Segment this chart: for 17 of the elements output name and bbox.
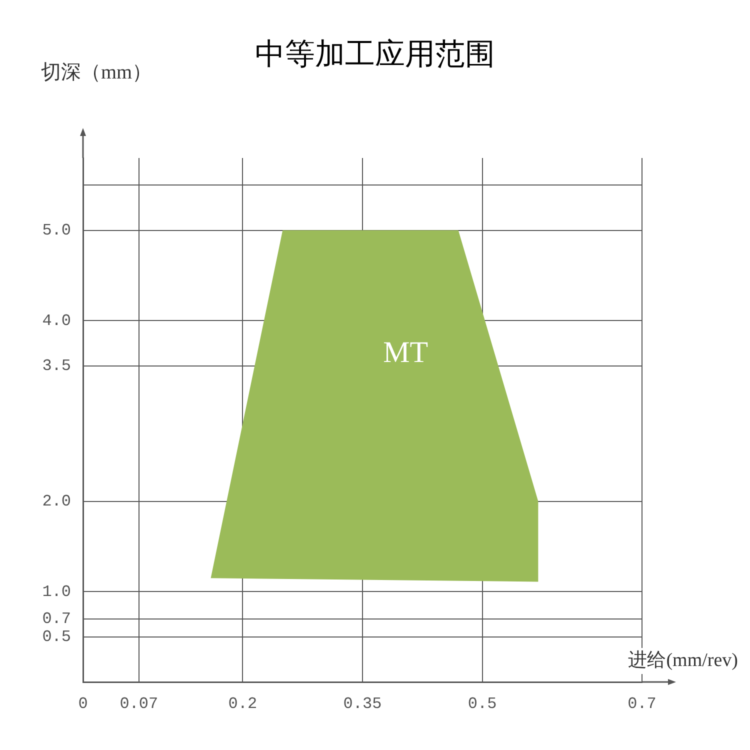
- series-label: MT: [383, 336, 428, 370]
- y-tick-label: 1.0: [42, 582, 71, 601]
- x-tick-label: 0.7: [628, 694, 656, 713]
- x-tick-label: 0.2: [228, 694, 258, 713]
- x-tick-label: 0: [78, 694, 88, 713]
- y-tick-label: 4.0: [42, 312, 71, 330]
- y-tick-label: 3.5: [42, 357, 71, 376]
- y-tick-label: 0.5: [42, 628, 71, 646]
- x-axis-title: 进给(mm/rev): [628, 650, 738, 671]
- x-tick-label: 0.35: [343, 694, 382, 713]
- y-axis-title: 切深（mm）: [41, 61, 152, 84]
- chart-title: 中等加工应用范围: [255, 38, 495, 71]
- x-tick-label: 0.5: [468, 694, 497, 713]
- y-tick-label: 0.7: [42, 610, 71, 628]
- y-tick-label: 2.0: [42, 492, 71, 511]
- y-tick-label: 5.0: [42, 222, 71, 240]
- x-tick-label: 0.07: [120, 694, 158, 713]
